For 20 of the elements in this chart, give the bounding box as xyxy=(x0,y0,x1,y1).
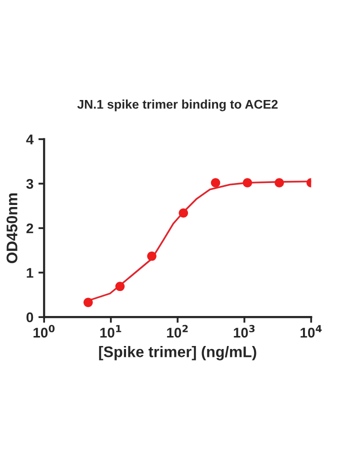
x-tick-label: 10$^{3}$ xyxy=(234,324,255,338)
y-tick-label: 3 xyxy=(26,178,34,189)
point xyxy=(147,251,156,261)
x-tick-label: 10$^{0}$ xyxy=(34,324,55,338)
point xyxy=(242,178,252,188)
point xyxy=(274,178,284,188)
x-tick-label: 10$^{4}$ xyxy=(300,325,322,338)
x-axis-title: [Spike trimer] (ng/mL) xyxy=(99,346,256,360)
point xyxy=(210,178,220,188)
x-tick-label: 10$^{2}$ xyxy=(167,324,188,338)
point xyxy=(115,282,125,292)
point xyxy=(178,208,188,218)
y-tick-label: 1 xyxy=(26,268,34,278)
y-tick-label: 2 xyxy=(26,223,34,234)
x-tick-label: 10$^{1}$ xyxy=(100,325,122,338)
chart-title: JN.1 spike trimer binding to ACE2 xyxy=(77,100,278,112)
y-tick-label: 0 xyxy=(26,312,34,322)
y-tick-label: 4 xyxy=(26,134,34,144)
y-axis-title: OD450nm xyxy=(6,193,18,264)
point xyxy=(84,298,93,308)
